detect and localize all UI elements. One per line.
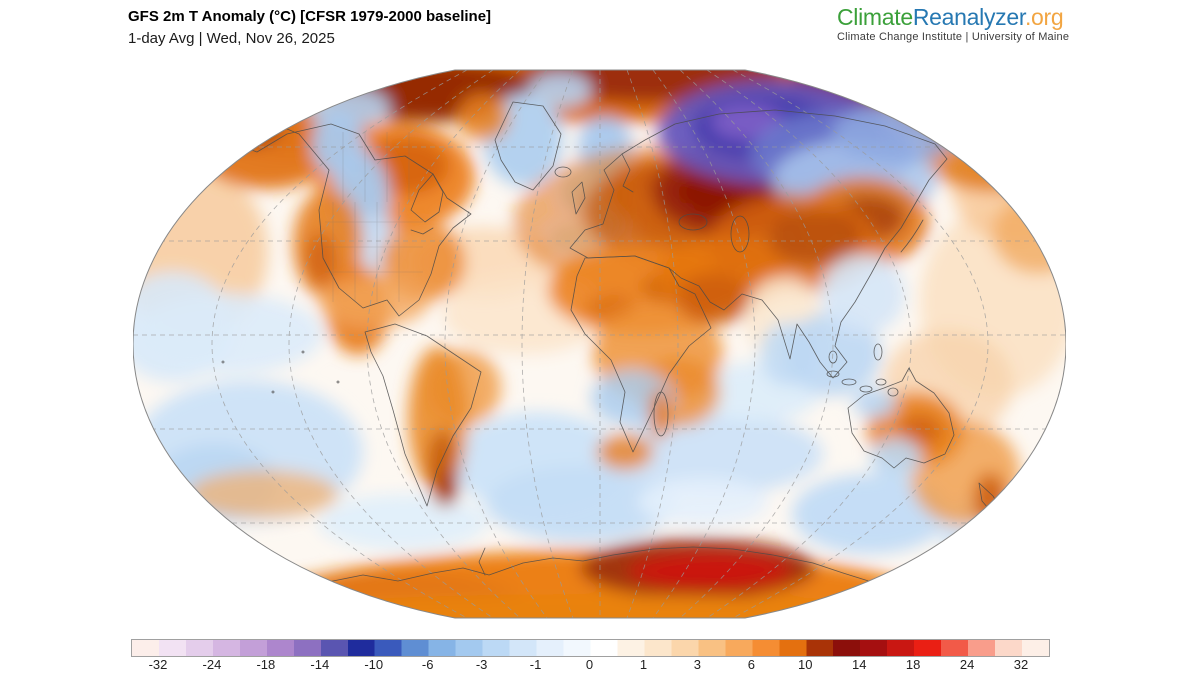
legend-tick-label: -14 <box>310 657 330 672</box>
legend-tick-label: -24 <box>202 657 222 672</box>
legend-tick-label: 32 <box>1013 657 1029 672</box>
legend-tick-label: 14 <box>851 657 867 672</box>
anomaly-field <box>133 70 1066 618</box>
graticule <box>133 70 1066 618</box>
legend-tick-label: 18 <box>905 657 921 672</box>
legend-tick-label: 10 <box>798 657 813 672</box>
legend-tick-label: -3 <box>475 657 488 672</box>
world-anomaly-map <box>132 62 1067 626</box>
page-subtitle: 1-day Avg | Wed, Nov 26, 2025 <box>128 30 335 47</box>
logo-part-reanalyzer: Reanalyzer <box>912 4 1025 30</box>
color-scale-labels: -32 -24 -18 -14 -10 -6 -3 -1 0 1 3 6 10 14 18 24 32 <box>131 657 1048 675</box>
logo-part-org: .org <box>1024 4 1064 30</box>
legend-tick-label: -18 <box>256 657 276 672</box>
legend-tick-label: -10 <box>364 657 384 672</box>
legend-tick-label: 3 <box>693 657 701 672</box>
coastlines <box>221 101 1003 592</box>
logo-wordmark[interactable]: ClimateReanalyzer.org <box>837 4 1069 30</box>
logo-tagline: Climate Change Institute | University of… <box>837 31 1070 43</box>
header-titles: GFS 2m T Anomaly (°C) [CFSR 1979-2000 ba… <box>128 7 491 48</box>
color-scale-bar <box>131 639 1050 657</box>
legend-tick-label: -6 <box>421 657 434 672</box>
legend-tick-label: -1 <box>529 657 542 672</box>
legend-tick-label: 1 <box>639 657 648 672</box>
map-svg <box>132 69 1067 619</box>
page-title: GFS 2m T Anomaly (°C) [CFSR 1979-2000 ba… <box>128 8 492 25</box>
legend-tick-label: 0 <box>585 657 594 672</box>
legend-tick-label: 24 <box>959 657 975 672</box>
logo-part-climate: Climate <box>837 4 913 30</box>
legend-tick-label: 6 <box>747 657 755 672</box>
legend-tick-label: -32 <box>148 657 168 672</box>
site-logo[interactable]: ClimateReanalyzer.org Climate Change Ins… <box>837 4 1069 44</box>
state-borders <box>325 132 423 302</box>
